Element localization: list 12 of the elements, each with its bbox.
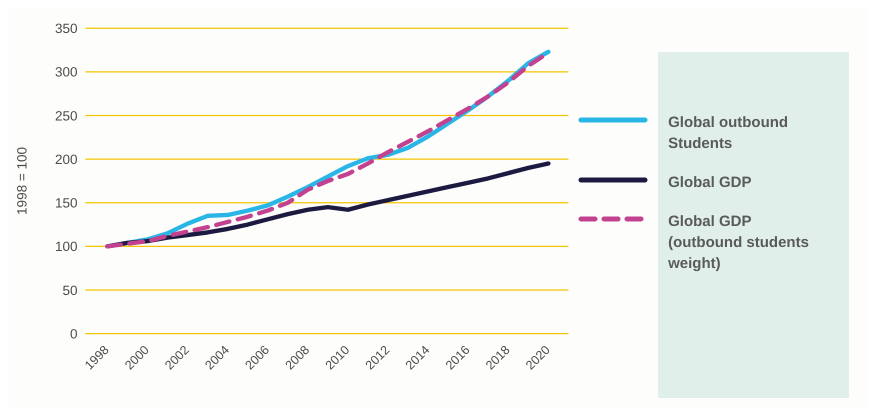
y-tick-label: 250 (55, 108, 78, 124)
y-tick-label: 100 (55, 239, 78, 254)
legend-label: Global GDP (outbound students weight) (668, 212, 810, 274)
y-tick-label: 300 (55, 64, 78, 80)
y-tick-label: 350 (55, 21, 78, 36)
y-tick-label: 0 (70, 326, 78, 342)
y-axis-title: 1998 = 100 (14, 146, 30, 215)
legend-label: Global outbound Students (668, 113, 790, 154)
y-tick-label: 150 (55, 196, 78, 211)
y-tick-label: 50 (62, 282, 78, 298)
y-tick-label: 200 (55, 152, 78, 167)
legend-label: Global GDP (668, 173, 752, 193)
